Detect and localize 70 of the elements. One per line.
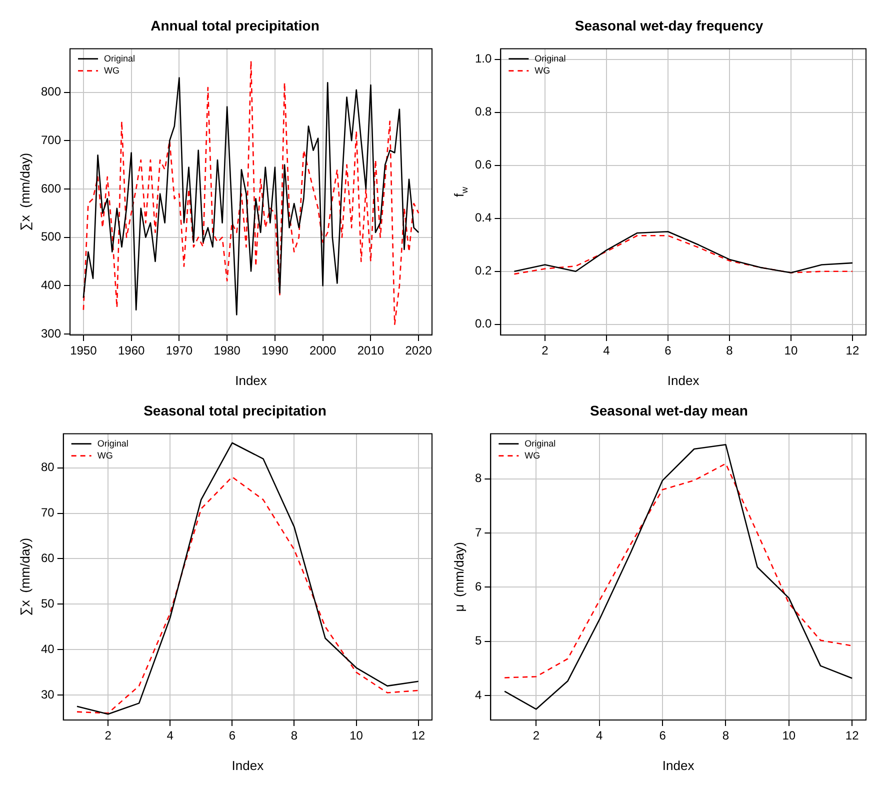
legend-label: WG [104,65,120,76]
y-tick-label: 7 [474,525,482,540]
y-tick-label: 30 [40,687,55,702]
legend-label: WG [97,450,113,460]
x-tick-label: 8 [726,344,734,358]
y-axis-title: fw [452,186,470,197]
y-axis-title: μ (mm/day) [452,542,467,612]
x-axis-title: Index [662,758,695,773]
y-axis-title: ∑x (mm/day) [18,538,33,616]
legend-label: Original [104,53,136,64]
y-tick-label: 700 [40,132,62,147]
x-tick-label: 10 [782,728,796,743]
y-tick-label: 800 [40,84,62,99]
y-tick-label: 0.8 [474,104,492,119]
x-tick-label: 12 [412,728,426,743]
x-tick-label: 1960 [118,344,145,358]
y-tick-label: 4 [474,688,482,702]
x-tick-label: 10 [784,344,798,358]
x-tick-label: 12 [845,728,860,743]
chart-title: Seasonal wet-day mean [590,402,748,418]
y-tick-label: 500 [40,230,62,244]
x-axis-title: Index [232,758,264,773]
x-tick-label: 2 [104,728,112,743]
y-tick-label: 80 [40,460,55,474]
x-tick-label: 6 [659,728,666,743]
x-tick-label: 2000 [309,344,336,358]
y-tick-label: 8 [474,471,482,486]
x-tick-label: 4 [603,344,610,358]
x-tick-label: 6 [664,344,672,358]
chart-title: Annual total precipitation [150,17,320,34]
x-tick-label: 12 [846,344,860,358]
x-tick-label: 2010 [357,344,384,358]
y-tick-label: 600 [40,181,62,196]
x-tick-label: 10 [350,728,364,743]
x-axis-title: Index [235,372,268,388]
x-tick-label: 2 [532,728,540,743]
y-tick-label: 0.4 [474,210,492,225]
x-tick-label: 8 [290,728,298,743]
y-tick-label: 0.2 [474,264,492,278]
y-tick-label: 50 [40,596,55,610]
x-tick-label: 4 [166,728,174,743]
y-tick-label: 0.6 [474,158,492,172]
x-tick-label: 2020 [405,344,432,358]
y-tick-label: 400 [40,278,62,292]
y-tick-label: 1.0 [474,52,492,66]
y-tick-label: 6 [474,580,482,594]
y-tick-label: 60 [40,551,55,566]
chart-title: Seasonal total precipitation [144,402,326,418]
x-tick-label: 4 [596,728,604,743]
y-tick-label: 40 [40,642,55,656]
legend-label: Original [534,53,566,64]
x-axis-title: Index [667,372,700,388]
legend-label: Original [97,438,128,448]
y-tick-label: 70 [40,506,55,520]
line-series [504,462,853,678]
legend-label: Original [524,438,556,448]
x-tick-label: 6 [228,728,236,743]
x-tick-label: 1950 [70,344,98,358]
y-tick-label: 5 [474,634,482,648]
legend-label: WG [524,450,540,460]
x-tick-label: 2 [542,344,549,358]
y-tick-label: 300 [40,326,62,340]
x-tick-label: 1980 [214,344,241,358]
x-tick-label: 8 [722,728,730,743]
chart-title: Seasonal wet-day frequency [574,17,764,34]
x-tick-label: 1990 [262,344,289,358]
y-tick-label: 0.0 [474,316,492,331]
legend-label: WG [534,65,550,76]
x-tick-label: 1970 [166,344,193,358]
y-axis-title: ∑x (mm/day) [18,152,33,231]
